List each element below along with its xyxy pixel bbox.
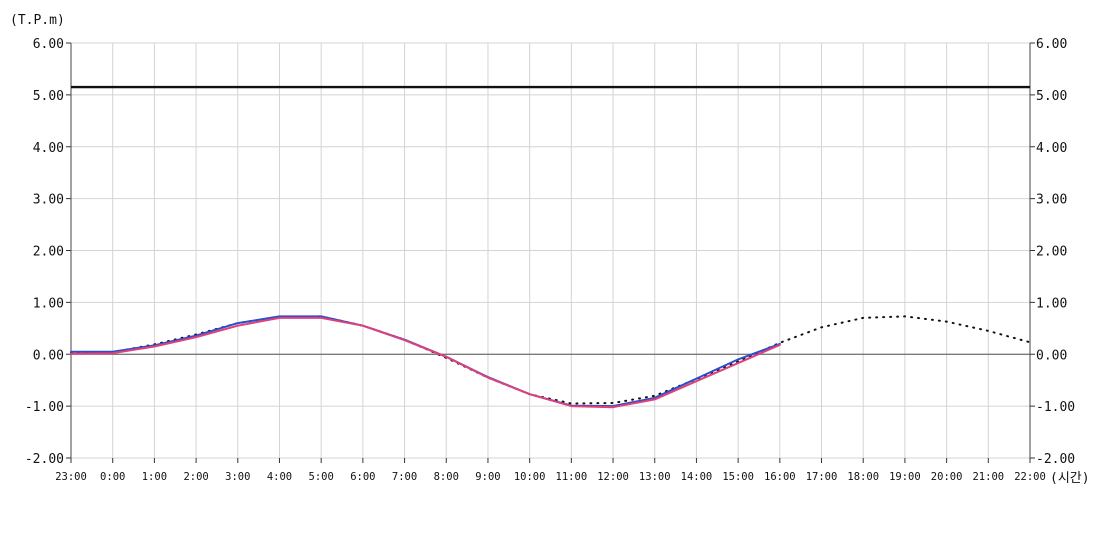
x-tick-label: 2:00	[183, 471, 208, 483]
y-tick-label-right: -2.00	[1036, 452, 1075, 467]
y-tick-label-right: 0.00	[1036, 348, 1067, 363]
x-tick-label: 13:00	[639, 471, 671, 483]
x-tick-label: 17:00	[806, 471, 838, 483]
x-unit-label: (시간)	[1050, 471, 1090, 486]
x-tick-label: 19:00	[889, 471, 921, 483]
series-line-3	[70, 316, 781, 409]
x-tick-label: 21:00	[972, 471, 1004, 483]
x-axis: 23:00 0:00 1:00 2:00 3:00 4:00 5:00 6:00 7:00 8:0…	[55, 471, 1046, 483]
x-tick-label: 10:00	[514, 471, 546, 483]
x-tick-label: 6:00	[350, 471, 375, 483]
y-tick-label-right: -1.00	[1036, 400, 1075, 415]
x-tick-label: 4:00	[267, 471, 292, 483]
series-line-1	[70, 315, 1031, 405]
series-line-2	[70, 315, 781, 408]
grid	[70, 42, 1031, 459]
y-axis-right: 6.00 5.00 4.00 3.00 2.00 1.00 0.00 -1.00 -2.00	[1036, 37, 1075, 467]
y-tick-label-left: 6.00	[33, 37, 64, 52]
x-tick-label: 5:00	[309, 471, 334, 483]
y-tick-label-left: 1.00	[33, 296, 64, 311]
x-tick-label: 18:00	[847, 471, 879, 483]
y-tick-label-left: 5.00	[33, 89, 64, 104]
x-tick-label: 15:00	[722, 471, 754, 483]
axes	[66, 42, 1035, 463]
series-lines	[70, 85, 1031, 409]
x-tick-label: 22:00	[1014, 471, 1046, 483]
x-tick-label: 12:00	[597, 471, 629, 483]
y-tick-label-right: 6.00	[1036, 37, 1067, 52]
x-tick-label: 1:00	[142, 471, 167, 483]
y-tick-label-left: -2.00	[25, 452, 64, 467]
x-tick-label: 16:00	[764, 471, 796, 483]
x-tick-label: 23:00	[55, 471, 87, 483]
y-tick-label-left: -1.00	[25, 400, 64, 415]
x-tick-label: 9:00	[475, 471, 500, 483]
x-tick-label: 8:00	[434, 471, 459, 483]
x-tick-label: 20:00	[931, 471, 963, 483]
x-tick-label: 0:00	[100, 471, 125, 483]
y-tick-label-left: 0.00	[33, 348, 64, 363]
y-tick-label-right: 1.00	[1036, 296, 1067, 311]
y-unit-label: (T.P.m)	[10, 13, 65, 28]
x-tick-label: 14:00	[681, 471, 713, 483]
x-tick-label: 11:00	[556, 471, 588, 483]
x-tick-label: 3:00	[225, 471, 250, 483]
y-tick-label-left: 4.00	[33, 141, 64, 156]
y-axis-left: 6.00 5.00 4.00 3.00 2.00 1.00 0.00 -1.00 -2.00	[25, 37, 64, 467]
y-tick-label-right: 5.00	[1036, 89, 1067, 104]
y-tick-label-left: 3.00	[33, 193, 64, 208]
y-tick-label-right: 2.00	[1036, 245, 1067, 260]
y-tick-label-right: 4.00	[1036, 141, 1067, 156]
y-tick-label-left: 2.00	[33, 245, 64, 260]
x-tick-label: 7:00	[392, 471, 417, 483]
y-tick-label-right: 3.00	[1036, 193, 1067, 208]
